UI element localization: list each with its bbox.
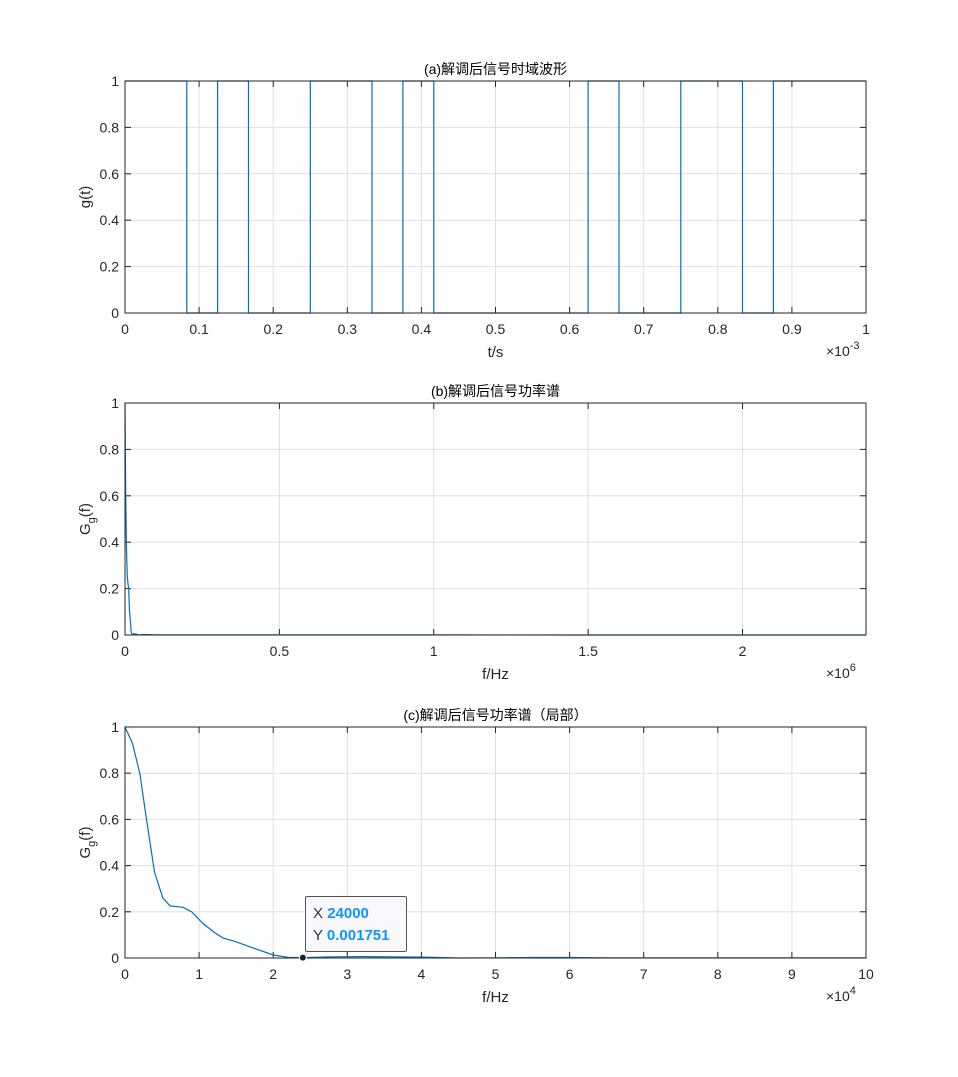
subplot-2: 0 1 2 3 4 5 6 7 8 9 10 0 0.2 0.4 0.6 0.8 1 (c)解调后信号功率谱（局部… [77, 707, 874, 1006]
x-tick-label: 10 [858, 966, 874, 982]
axes-box [124, 726, 867, 959]
x-tick-label: 0.1 [189, 321, 209, 337]
x-tick-label: 1 [430, 643, 438, 659]
x-tick-label: 4 [418, 966, 426, 982]
x-tick-label: 5 [492, 966, 500, 982]
x-tick-label: 1.5 [578, 643, 598, 659]
y-tick-label: 1 [111, 395, 119, 411]
y-tick-label: 0.2 [100, 259, 120, 275]
x-tick-label: 3 [343, 966, 351, 982]
y-axis-label: Gg(f) [77, 503, 98, 535]
x-tick-label: 6 [566, 966, 574, 982]
y-tick-label: 0.6 [100, 811, 120, 827]
y-tick-label: 0.4 [100, 212, 120, 228]
y-tick-label: 0.8 [100, 441, 120, 457]
x-tick-label: 0 [121, 643, 129, 659]
x-axis-label: f/Hz [482, 989, 509, 1006]
x-exponent-label: ×106 [826, 662, 856, 681]
y-axis-label: g(t) [77, 186, 94, 209]
x-tick-label: 0.5 [270, 643, 290, 659]
y-tick-label: 0.6 [100, 488, 120, 504]
x-tick-label: 7 [640, 966, 648, 982]
x-tick-label: 0.5 [486, 321, 506, 337]
x-axis-label: t/s [488, 344, 504, 361]
datatip-y-label: Y [313, 927, 323, 944]
y-tick-label: 0 [111, 950, 119, 966]
x-exponent-label: ×10-3 [826, 340, 860, 359]
subplot-title: (c)解调后信号功率谱（局部） [403, 707, 587, 723]
x-tick-label: 0.8 [708, 321, 728, 337]
datatip-marker [298, 953, 307, 962]
y-tick-label: 0.8 [100, 119, 120, 135]
x-exponent-label: ×104 [826, 985, 856, 1004]
subplot-title: (b)解调后信号功率谱 [431, 383, 560, 399]
x-tick-label: 2 [269, 966, 277, 982]
x-axis-label: f/Hz [482, 666, 509, 683]
datatip-y-value: 0.001751 [326, 927, 390, 944]
x-tick-label: 1 [195, 966, 203, 982]
y-tick-label: 0.2 [100, 904, 120, 920]
x-tick-label: 0.7 [634, 321, 654, 337]
y-tick-label: 0.4 [100, 534, 120, 550]
x-tick-label: 0 [121, 966, 129, 982]
y-axis-label: Gg(f) [77, 827, 98, 859]
y-tick-label: 1 [111, 73, 119, 89]
subplot-title: (a)解调后信号时域波形 [424, 61, 567, 77]
x-tick-label: 9 [788, 966, 796, 982]
subplot-1: 0 0.5 1 1.5 2 0 0.2 0.4 0.6 0.8 1 (b)解调后信号功率谱 f/Hz Gg… [77, 383, 867, 683]
x-tick-label: 0.2 [263, 321, 283, 337]
y-tick-label: 0.2 [100, 581, 120, 597]
x-tick-label: 0.3 [338, 321, 358, 337]
x-tick-label: 1 [862, 321, 870, 337]
datatip[interactable]: X 24000 Y 0.001751 [305, 896, 407, 952]
y-tick-label: 0.4 [100, 858, 120, 874]
datatip-x-value: 24000 [327, 905, 369, 922]
datatip-x-label: X [313, 905, 324, 922]
subplot-0: 0 0.1 0.2 0.3 0.4 0.5 0.6 0.7 0.8 0.9 1 0 0.2 0.4 0.6 0… [77, 61, 870, 361]
x-tick-label: 2 [739, 643, 747, 659]
x-tick-label: 0 [121, 321, 129, 337]
y-tick-label: 1 [111, 719, 119, 735]
y-tick-label: 0.6 [100, 166, 120, 182]
y-tick-label: 0.8 [100, 765, 120, 781]
axes-box [124, 402, 867, 636]
axes-box [124, 80, 867, 314]
y-tick-label: 0 [111, 305, 119, 321]
x-tick-label: 8 [714, 966, 722, 982]
y-tick-label: 0 [111, 627, 119, 643]
x-tick-label: 0.6 [560, 321, 580, 337]
axes-background [125, 403, 866, 635]
x-tick-label: 0.4 [412, 321, 432, 337]
x-tick-label: 0.9 [782, 321, 802, 337]
